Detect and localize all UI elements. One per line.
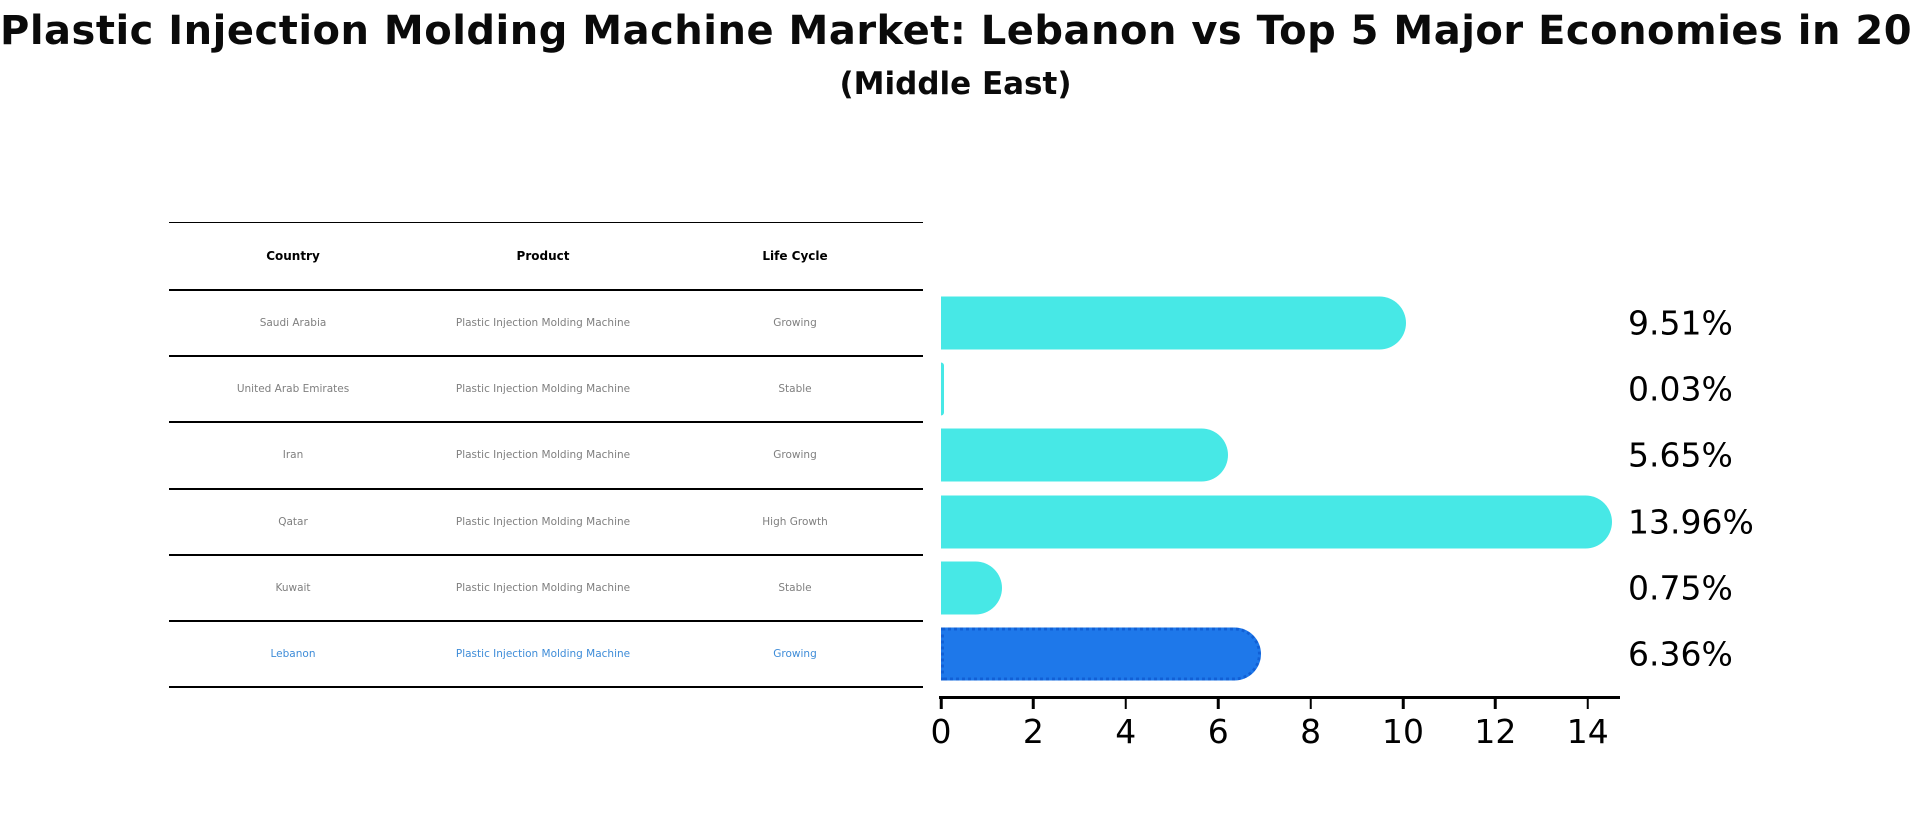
table-rule-bottom — [169, 686, 923, 688]
table-rule — [169, 421, 923, 423]
bar-iran — [941, 428, 1229, 482]
table-rule — [169, 620, 923, 622]
table-cell-product: Plastic Injection Molding Machine — [455, 582, 631, 594]
table-cell-product-lebanon: Plastic Injection Molding Machine — [455, 648, 631, 660]
table-cell-life-cycle: Stable — [778, 383, 812, 395]
value-label: 9.51% — [1628, 303, 1733, 343]
x-axis-tick-label: 14 — [1566, 712, 1609, 751]
table-cell-country: Iran — [282, 449, 304, 461]
bar-lebanon-highlight — [941, 627, 1261, 681]
chart-title: Plastic Injection Molding Machine Market… — [0, 8, 1911, 54]
table-rule — [169, 554, 923, 556]
table-rule — [169, 355, 923, 357]
column-header-product: Product — [516, 249, 570, 263]
table-rule-top — [169, 222, 923, 224]
x-axis-tick — [1401, 696, 1405, 709]
x-axis-tick — [1586, 696, 1590, 709]
table-cell-life-cycle: High Growth — [762, 515, 828, 528]
table-cell-product: Plastic Injection Molding Machine — [455, 515, 631, 528]
x-axis-tick-label: 4 — [1115, 712, 1137, 751]
table-cell-country: Saudi Arabia — [259, 317, 327, 329]
x-axis-tick-label: 8 — [1300, 712, 1322, 751]
table-cell-life-cycle: Stable — [778, 582, 812, 594]
chart-subtitle: (Middle East) — [839, 66, 1072, 102]
table-cell-product: Plastic Injection Molding Machine — [455, 317, 631, 329]
x-axis-tick-label: 0 — [930, 712, 952, 751]
x-axis-tick — [1494, 696, 1497, 709]
table-rule — [169, 289, 923, 291]
value-label: 5.65% — [1628, 435, 1733, 475]
table-cell-life-cycle: Growing — [773, 449, 817, 461]
table-cell-product: Plastic Injection Molding Machine — [455, 449, 631, 461]
bar-qatar — [941, 495, 1612, 548]
x-axis-tick — [939, 696, 943, 709]
x-axis-tick — [1032, 696, 1035, 709]
table-cell-product: Plastic Injection Molding Machine — [455, 383, 631, 395]
bar-saudi-arabia — [941, 296, 1407, 350]
x-axis-tick — [1216, 696, 1220, 709]
column-header-life-cycle: Life Cycle — [762, 249, 828, 263]
value-label: 13.96% — [1628, 502, 1754, 541]
value-label: 6.36% — [1628, 634, 1733, 674]
column-header-country: Country — [266, 249, 320, 263]
table-cell-country-lebanon: Lebanon — [270, 648, 316, 660]
x-axis-tick-label: 2 — [1022, 712, 1044, 751]
table-cell-country: Kuwait — [275, 582, 311, 594]
bar-kuwait — [941, 561, 1002, 615]
x-axis-tick-label: 12 — [1474, 712, 1517, 751]
x-axis — [939, 696, 1620, 699]
table-cell-country: Qatar — [278, 515, 308, 528]
table-rule — [169, 487, 923, 490]
x-axis-tick — [1124, 696, 1128, 709]
value-label: 0.03% — [1628, 369, 1733, 409]
value-label: 0.75% — [1628, 568, 1733, 608]
table-cell-life-cycle: Growing — [773, 317, 817, 329]
x-axis-tick-label: 10 — [1382, 712, 1424, 751]
table-cell-country: United Arab Emirates — [236, 383, 350, 395]
table-cell-life-cycle-lebanon: Growing — [773, 648, 817, 660]
x-axis-tick-label: 6 — [1207, 712, 1229, 751]
bar-united-arab-emirates — [941, 362, 944, 416]
x-axis-tick — [1309, 696, 1312, 709]
